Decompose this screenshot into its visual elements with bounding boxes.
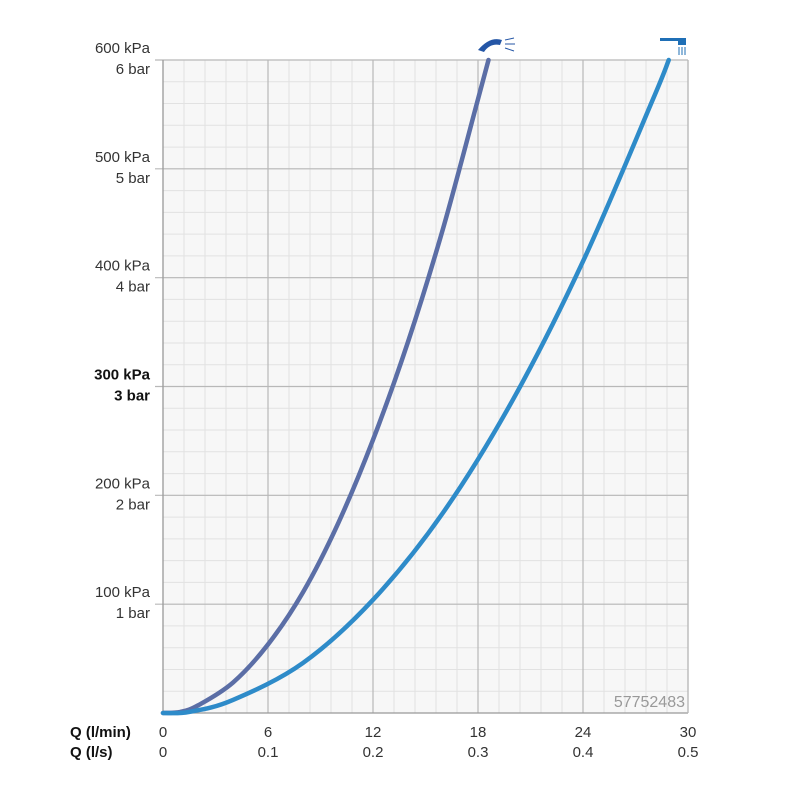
- x-axis-label: Q (l/min): [70, 724, 131, 741]
- grid: [155, 59, 689, 714]
- y-tick-label: 400 kPa: [95, 258, 151, 275]
- head-shower-icon: [660, 38, 686, 55]
- x-tick-label: 24: [575, 724, 592, 741]
- x2-tick-label: 0.3: [468, 744, 489, 761]
- watermark: 57752483: [614, 694, 685, 711]
- y-tick-label: 600 kPa: [95, 40, 151, 57]
- x-tick-label: 6: [264, 724, 272, 741]
- y-tick-label: 300 kPa: [94, 366, 151, 383]
- x2-tick-label: 0: [159, 744, 167, 761]
- curve: [160, 57, 671, 716]
- x-tick-label: 12: [365, 724, 382, 741]
- y-tick-label: 6 bar: [116, 61, 150, 78]
- y-tick-label: 200 kPa: [95, 475, 151, 492]
- x2-tick-label: 0.4: [573, 744, 594, 761]
- curves: [160, 57, 671, 716]
- y-tick-label: 4 bar: [116, 279, 150, 296]
- y-tick-label: 500 kPa: [95, 149, 151, 166]
- y-tick-label: 2 bar: [116, 496, 150, 513]
- curve: [160, 57, 491, 716]
- x2-tick-label: 0.1: [258, 744, 279, 761]
- x-tick-label: 18: [470, 724, 487, 741]
- y-tick-label: 1 bar: [116, 605, 150, 622]
- x2-tick-label: 0.2: [363, 744, 384, 761]
- x2-tick-label: 0.5: [678, 744, 699, 761]
- x-tick-label: 30: [680, 724, 697, 741]
- y-tick-label: 100 kPa: [95, 584, 151, 601]
- x2-axis-label: Q (l/s): [70, 744, 113, 761]
- x-tick-label: 0: [159, 724, 167, 741]
- hand-shower-icon: [478, 37, 515, 52]
- y-tick-label: 5 bar: [116, 170, 150, 187]
- y-tick-label: 3 bar: [114, 387, 150, 404]
